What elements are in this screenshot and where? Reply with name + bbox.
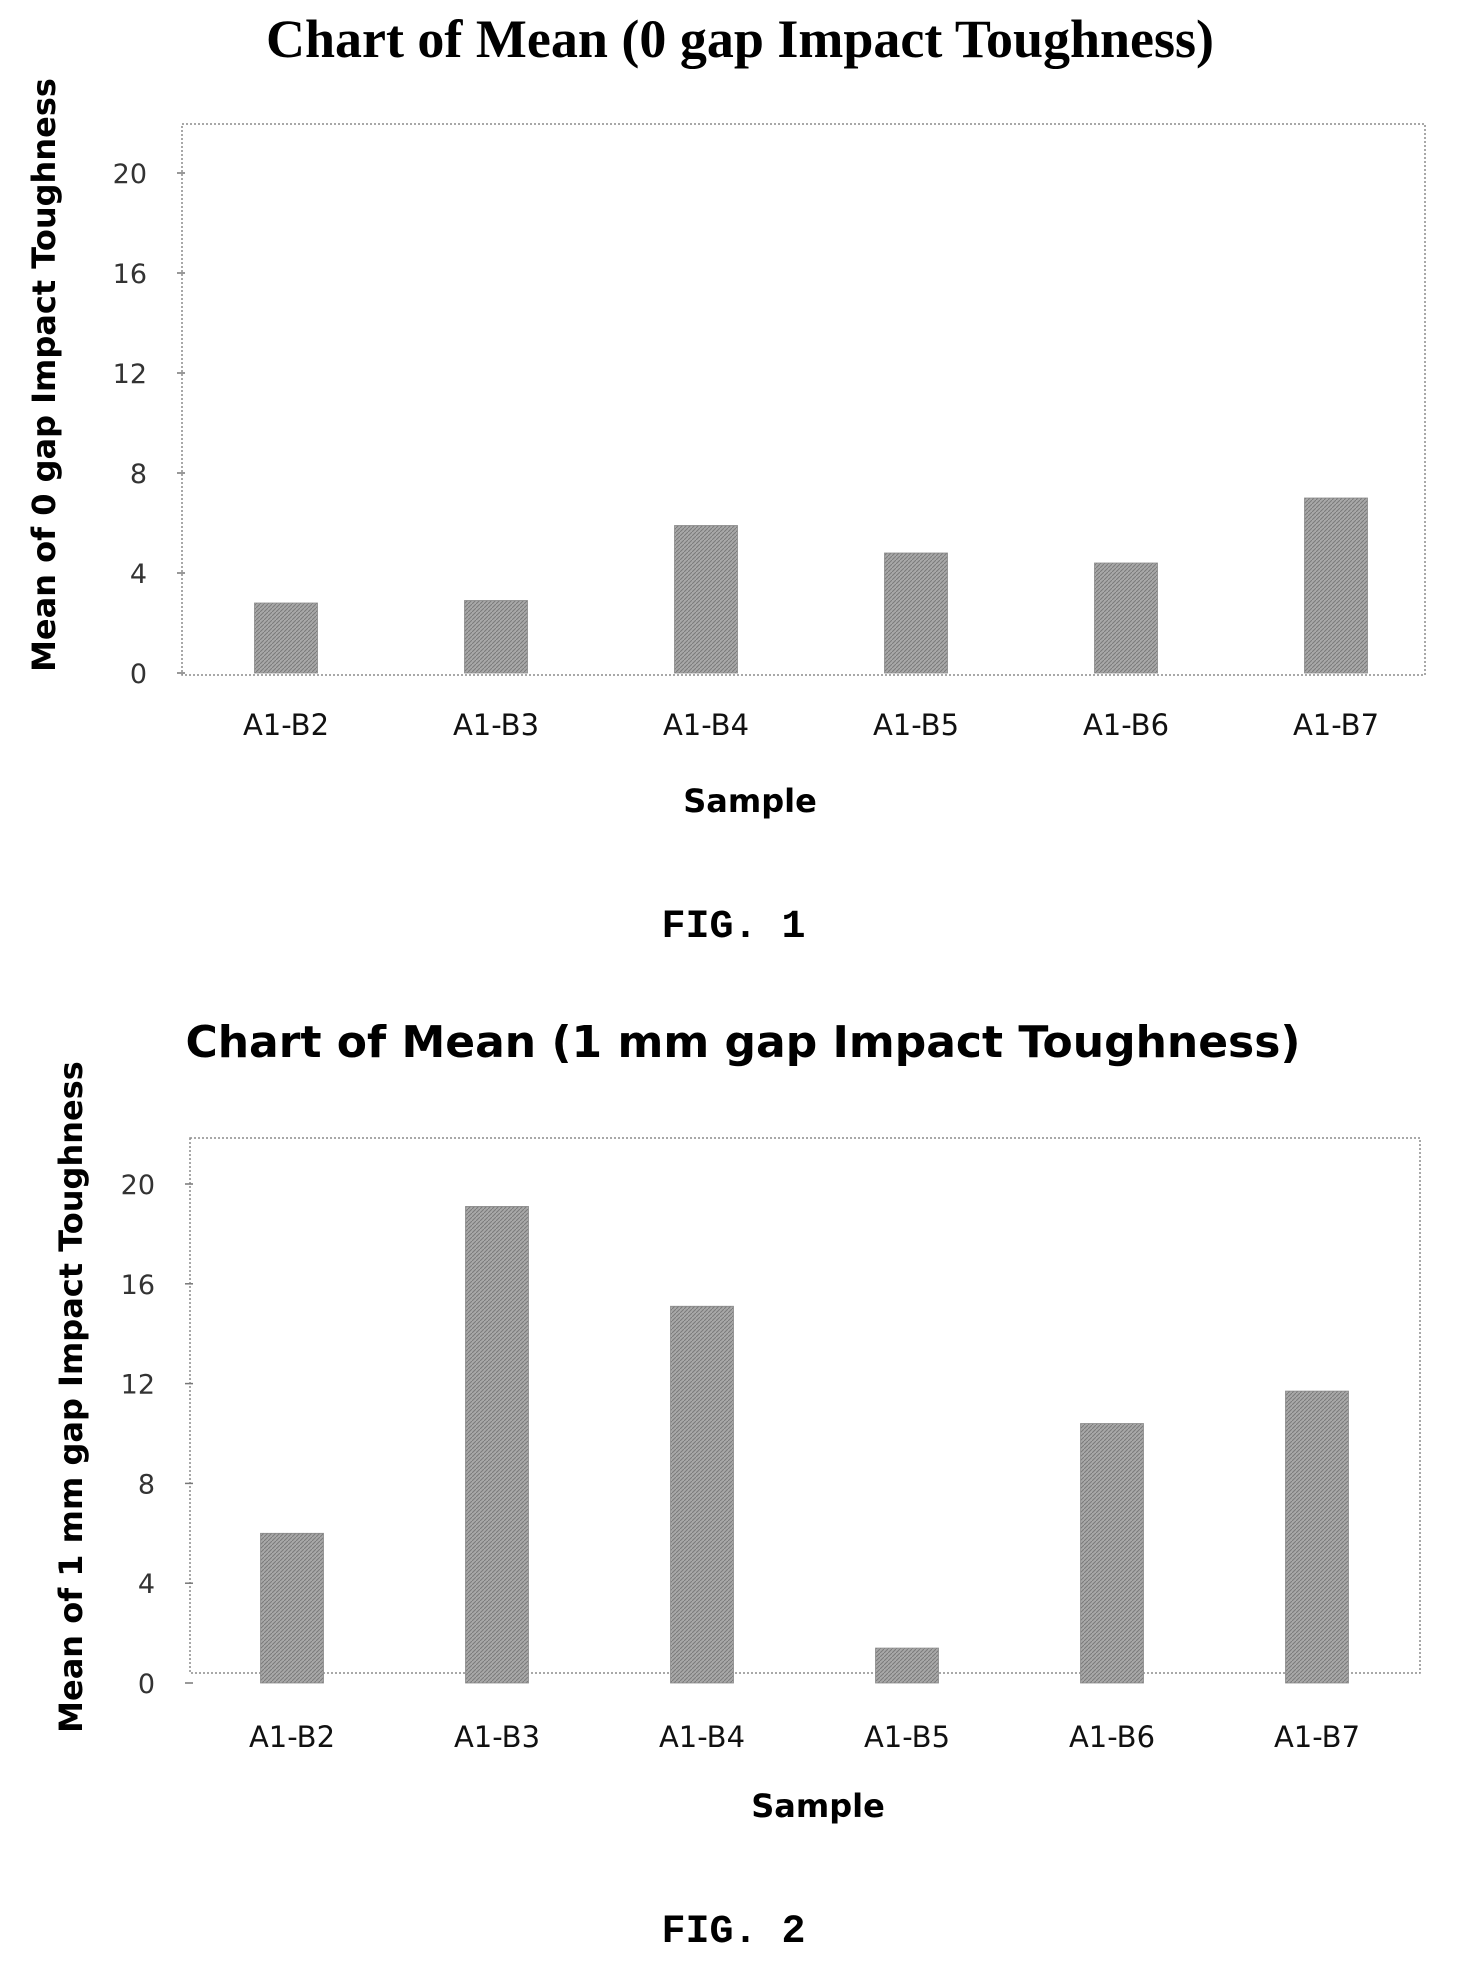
y-tick-label: 16 [113, 259, 147, 290]
y-tick-label: 0 [130, 659, 147, 690]
y-tick-label: 4 [130, 559, 147, 590]
x-category-label: A1-B7 [1293, 708, 1379, 742]
bar-a1-b4 [674, 525, 738, 674]
x-category-label: A1-B6 [1069, 1720, 1155, 1754]
y-axis: 0 4 8 12 16 20 [121, 1170, 193, 1700]
y-tick-label: 8 [138, 1469, 155, 1500]
chart-title: Chart of Mean (0 gap Impact Toughness) [266, 9, 1214, 69]
y-axis: 0 4 8 12 16 20 [113, 159, 185, 690]
y-tick-label: 0 [138, 1669, 155, 1700]
y-tick-label: 8 [130, 459, 147, 490]
plot-area [189, 1137, 1421, 1674]
bar-a1-b6 [1094, 562, 1158, 674]
figure-caption: FIG. 2 [661, 1910, 806, 1955]
bar-a1-b4 [670, 1305, 734, 1684]
x-axis-title: Sample [751, 1787, 885, 1825]
bar-a1-b5 [875, 1647, 939, 1684]
bar-a1-b6 [1080, 1423, 1144, 1684]
y-tick-label: 12 [121, 1370, 155, 1401]
y-tick-label: 20 [113, 159, 147, 190]
x-axis-title: Sample [683, 782, 817, 820]
bar-group [254, 497, 1368, 674]
x-axis: A1-B2 A1-B3 A1-B4 A1-B5 A1-B6 A1-B7 [243, 708, 1379, 742]
x-category-label: A1-B4 [663, 708, 749, 742]
x-category-label: A1-B4 [659, 1720, 745, 1754]
bar-group [260, 1206, 1349, 1684]
bar-a1-b7 [1285, 1390, 1349, 1684]
bar-a1-b2 [254, 602, 318, 674]
x-category-label: A1-B7 [1274, 1720, 1360, 1754]
x-category-label: A1-B6 [1083, 708, 1169, 742]
bar-a1-b7 [1304, 497, 1368, 674]
x-category-label: A1-B3 [453, 708, 539, 742]
x-category-label: A1-B5 [864, 1720, 950, 1754]
figure-caption: FIG. 1 [661, 905, 806, 950]
chart-title: Chart of Mean (1 mm gap Impact Toughness… [185, 1017, 1300, 1068]
bar-a1-b5 [884, 552, 948, 674]
chart-2: Chart of Mean (1 mm gap Impact Toughness… [52, 1017, 1421, 1825]
figure-1: Chart of Mean (0 gap Impact Toughness) 0… [25, 9, 1426, 950]
y-tick-label: 16 [121, 1270, 155, 1301]
x-category-label: A1-B3 [454, 1720, 540, 1754]
x-category-label: A1-B2 [249, 1720, 335, 1754]
x-category-label: A1-B5 [873, 708, 959, 742]
chart-1: Chart of Mean (0 gap Impact Toughness) 0… [25, 9, 1426, 820]
y-tick-label: 12 [113, 359, 147, 390]
plot-area [181, 123, 1426, 676]
x-axis: A1-B2 A1-B3 A1-B4 A1-B5 A1-B6 A1-B7 [249, 1720, 1360, 1754]
y-tick-label: 20 [121, 1170, 155, 1201]
x-category-label: A1-B2 [243, 708, 329, 742]
y-tick-label: 4 [138, 1569, 155, 1600]
bar-a1-b2 [260, 1532, 324, 1684]
figure-2: Chart of Mean (1 mm gap Impact Toughness… [0, 985, 1467, 1970]
y-axis-title: Mean of 1 mm gap Impact Toughness [52, 1061, 90, 1733]
bar-a1-b3 [464, 600, 528, 674]
bar-a1-b3 [465, 1206, 529, 1684]
y-axis-title: Mean of 0 gap Impact Toughness [25, 78, 63, 672]
